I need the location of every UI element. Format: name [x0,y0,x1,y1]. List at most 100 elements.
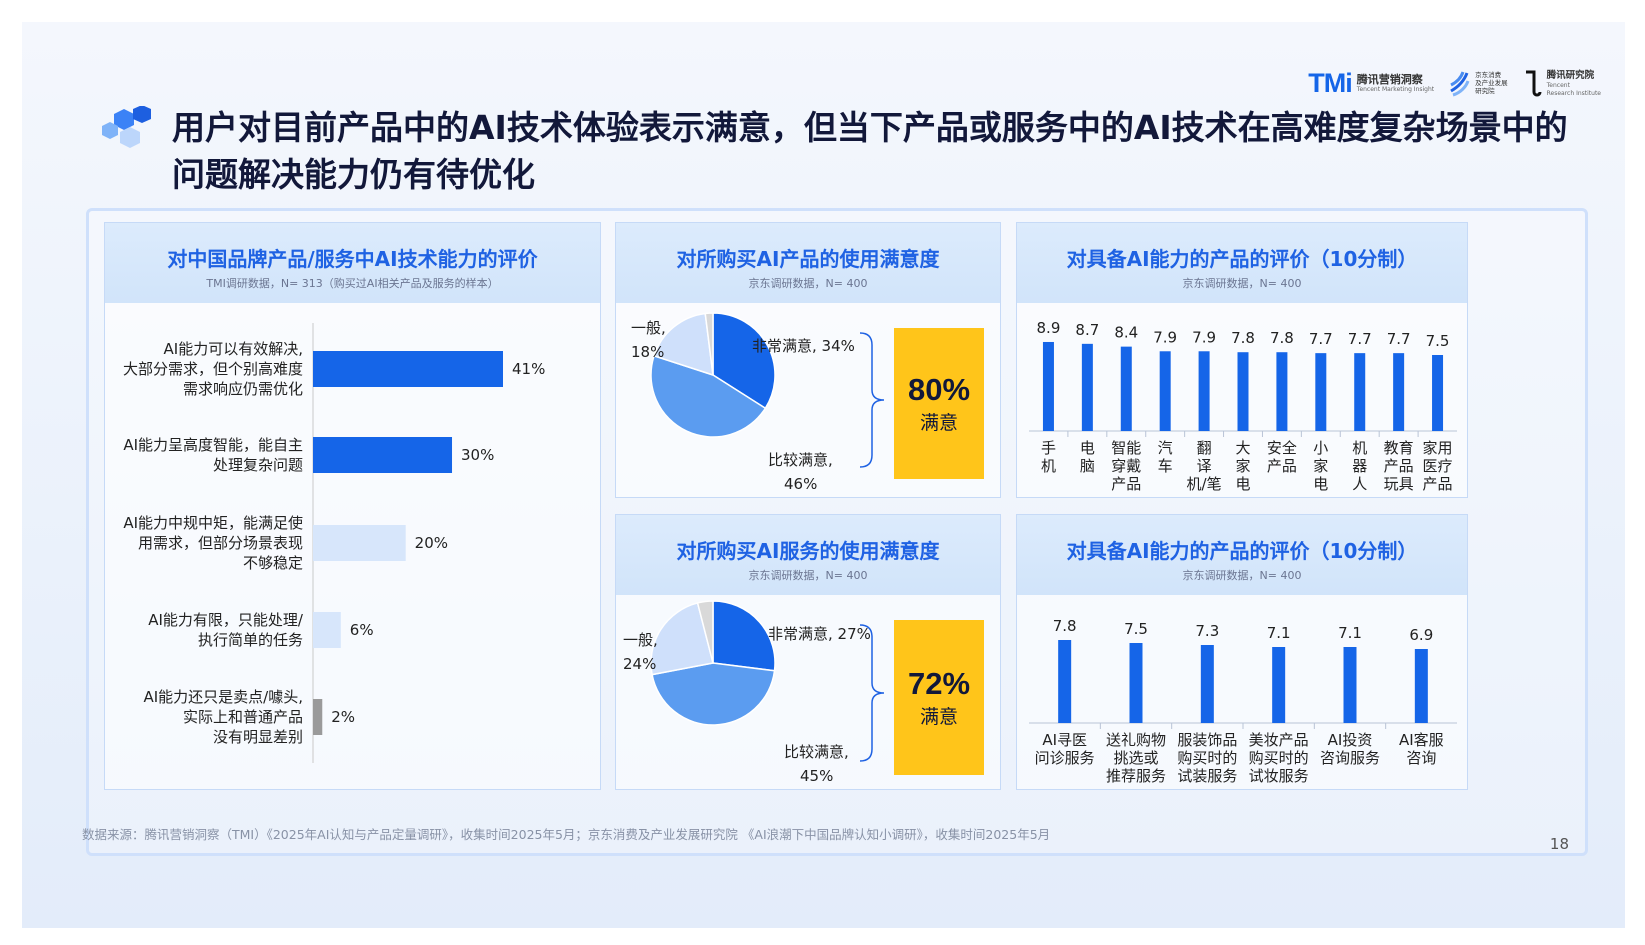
bar [1198,351,1210,431]
bar [313,699,323,735]
bar [1237,352,1249,431]
bar [313,351,503,387]
tmi-mark: TMi [1308,67,1352,98]
data-label: 30% [461,446,494,464]
bar [1343,647,1357,723]
category-label: 电 [1080,439,1095,457]
slide: 用户对目前产品中的AI技术体验表示满意，但当下产品或服务中的AI技术在高难度复杂… [22,22,1625,928]
bar [1159,351,1171,431]
chart-title: 对中国品牌产品/服务中AI技术能力的评价 [167,247,538,271]
pie-slice [650,602,714,676]
category-label: 需求响应仍需优化 [183,380,303,398]
category-label: 穿戴 [1111,457,1141,475]
bar [1129,643,1143,723]
bracket-connector [859,332,885,468]
panel-header [1017,223,1467,303]
pie-slice [696,600,714,664]
category-label: AI客服 [1399,731,1444,749]
category-label: 家 [1235,457,1250,475]
bar [1432,355,1444,431]
data-label: 2% [331,708,355,726]
hexagon-cluster-icon [102,106,151,148]
slice-label: 45% [800,767,833,785]
bar [1058,640,1072,723]
category-label: 玩具 [1384,475,1414,493]
category-label: 送礼购物 [1106,731,1166,749]
data-label: 7.8 [1053,617,1077,635]
category-label: 小 [1313,439,1328,457]
slice-label: 46% [784,475,817,493]
data-label: 7.1 [1267,624,1291,642]
chart-title: 对具备AI能力的产品的评价（10分制） [1066,247,1418,271]
bar [1081,343,1093,431]
source-footnote: 数据来源：腾讯营销洞察（TMI）《2025年AI认知与产品定量调研》，收集时间2… [82,827,1051,842]
tmi-sub: Tencent Marketing Insight [1356,85,1435,93]
pie-chart: 非常满意, 34% 比较满意, 46% 一般, 18% [631,312,885,493]
category-label: AI投资 [1328,731,1373,749]
bar [1315,353,1327,431]
chart-subtitle: 京东调研数据，N= 400 [748,277,868,290]
panel-service-satisfaction: 对所购买AI服务的使用满意度 京东调研数据，N= 400 非常满意, 27% 比较… [615,514,1001,790]
category-label: 挑选或 [1113,749,1158,767]
panel-header [105,223,600,303]
category-label: 实际上和普通产品 [183,708,303,726]
data-label: 6.9 [1409,626,1433,644]
category-label: 机 [1352,439,1367,457]
category-label: 大部分需求，但个别高难度 [123,360,303,378]
category-label: 用需求，但部分场景表现 [138,534,303,552]
slice-label: 非常满意, 34% [752,337,855,355]
category-label: 机/笔 [1187,475,1222,493]
bar [1120,346,1132,431]
logo-bar: TMi 腾讯营销洞察 Tencent Marketing Insight 京东消… [1308,66,1601,100]
summary-label: 满意 [919,706,958,728]
slice-label: 比较满意, [784,743,849,761]
category-label: 家用 [1423,439,1453,457]
tri-name: 腾讯研究院 [1546,69,1595,81]
panel-ai-capability-evaluation: 对中国品牌产品/服务中AI技术能力的评价 TMI调研数据，N= 313（购买过A… [104,222,601,790]
category-label: 翻 [1197,439,1212,457]
slice-label: 一般, [631,319,666,337]
slice-label: 24% [623,655,656,673]
slice-label: 非常满意, 27% [768,625,871,643]
category-label: 购买时的 [1177,749,1237,767]
data-label: 7.1 [1338,624,1362,642]
bar [313,525,406,561]
data-label: 7.9 [1153,328,1177,346]
category-label: 大 [1235,439,1250,457]
slice-label: 18% [631,343,664,361]
category-label: 执行简单的任务 [198,631,303,649]
tri-sub-line: Tencent [1546,81,1570,89]
jd-research-logo: 京东消费 及产业发展 研究院 [1448,69,1508,97]
category-label: 家 [1313,457,1328,475]
category-label: 智能 [1111,439,1141,457]
chart-title: 对所购买AI产品的使用满意度 [676,247,940,271]
category-label: AI能力可以有效解决, [164,340,303,358]
tmi-logo: TMi 腾讯营销洞察 Tencent Marketing Insight [1308,68,1434,99]
bar [1042,341,1054,431]
category-label: AI能力还只是卖点/噱头, [143,688,303,706]
pie-slice [712,600,776,672]
data-label: 7.7 [1387,330,1411,348]
category-label: AI能力中规中矩，能满足使 [123,514,303,532]
category-label: 服装饰品 [1177,731,1237,749]
category-label: 推荐服务 [1106,767,1166,785]
category-label: 汽 [1158,439,1173,457]
data-label: 20% [415,534,448,552]
tmi-name: 腾讯营销洞察 [1356,72,1423,86]
slice-label: 一般, [623,631,658,649]
bracket-connector [859,624,885,762]
panel-header [1017,515,1467,595]
data-label: 6% [350,621,374,639]
data-label: 8.4 [1114,324,1138,342]
bar [1200,645,1214,723]
category-label: 产品 [1384,457,1414,475]
data-label: 7.5 [1124,620,1148,638]
data-label: 8.7 [1075,321,1099,339]
panel-service-ratings: 对具备AI能力的产品的评价（10分制） 京东调研数据，N= 400 7.8 AI寻… [1016,514,1468,790]
page-number: 18 [1549,835,1569,853]
data-label: 7.5 [1426,332,1450,350]
panel-header [616,515,1000,595]
data-label: 7.8 [1231,329,1255,347]
category-label: 试妆服务 [1249,767,1309,785]
